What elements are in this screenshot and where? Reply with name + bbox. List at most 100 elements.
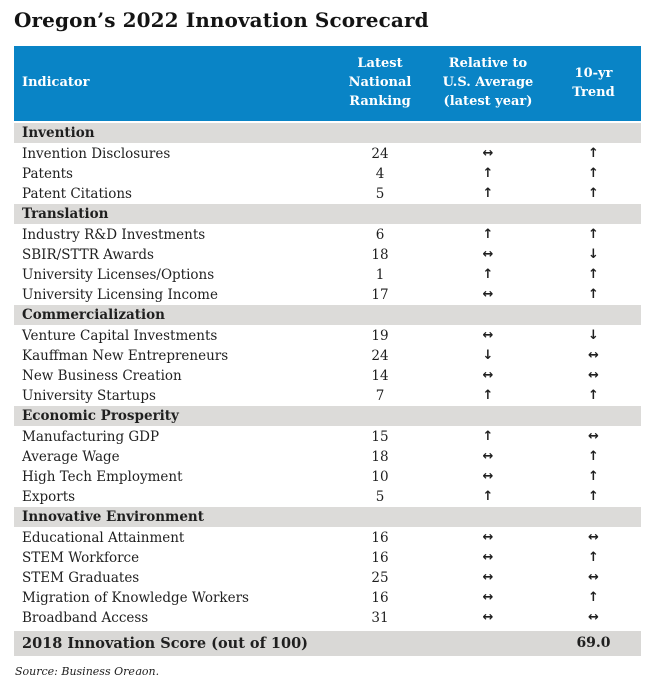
table-row: High Tech Employment 10 ↔ ↑ <box>14 467 641 487</box>
indicator-cell: University Startups <box>22 388 156 404</box>
ranking-cell: 19 <box>371 328 389 344</box>
column-header-trend: 10-yr Trend <box>572 65 615 100</box>
relative-arrow-cell: ↔ <box>482 449 494 464</box>
score-footer-label: 2018 Innovation Score (out of 100) <box>22 635 309 652</box>
ranking-cell: 15 <box>371 429 389 445</box>
table-row: Patents 4 ↑ ↑ <box>14 164 641 184</box>
relative-arrow-cell: ↔ <box>482 146 494 161</box>
relative-arrow-cell: ↔ <box>482 469 494 484</box>
indicator-cell: STEM Workforce <box>22 550 140 566</box>
table-row: Industry R&D Investments 6 ↑ ↑ <box>14 225 641 245</box>
ranking-cell: 24 <box>371 348 389 364</box>
indicator-cell: High Tech Employment <box>22 469 183 485</box>
trend-arrow-cell: ↑ <box>588 449 599 464</box>
relative-arrow-cell: ↔ <box>482 287 494 302</box>
relative-arrow-cell: ↑ <box>482 429 494 444</box>
relative-arrow-cell: ↑ <box>482 227 494 242</box>
source-note: Source: Business Oregon. <box>15 665 160 675</box>
table-row: Broadband Access 31 ↔ ↔ <box>14 608 641 628</box>
relative-arrow-cell: ↓ <box>482 348 494 363</box>
trend-arrow-cell: ↔ <box>588 610 599 625</box>
section-header: Economic Prosperity <box>14 406 641 426</box>
trend-arrow-cell: ↔ <box>588 348 599 363</box>
ranking-cell: 31 <box>371 610 389 626</box>
relative-arrow-cell: ↑ <box>482 388 494 403</box>
table-row: STEM Graduates 25 ↔ ↔ <box>14 568 641 588</box>
section-header: Innovative Environment <box>14 507 641 527</box>
column-header-relative: Relative to U.S. Average (latest year) <box>442 56 534 109</box>
indicator-cell: Manufacturing GDP <box>22 429 160 445</box>
indicator-cell: SBIR/STTR Awards <box>22 247 154 263</box>
indicator-cell: Broadband Access <box>22 610 149 626</box>
relative-arrow-cell: ↑ <box>482 489 494 504</box>
indicator-cell: Kauffman New Entrepreneurs <box>22 348 229 364</box>
ranking-cell: 5 <box>375 489 385 505</box>
ranking-cell: 16 <box>371 550 389 566</box>
table-row: Educational Attainment 16 ↔ ↔ <box>14 528 641 548</box>
trend-arrow-cell: ↔ <box>588 530 599 545</box>
table-row: Exports 5 ↑ ↑ <box>14 487 641 507</box>
table-body: Invention Invention Disclosures 24 ↔ ↑ Patent… <box>14 123 641 628</box>
ranking-cell: 25 <box>371 570 389 586</box>
relative-arrow-cell: ↔ <box>482 570 494 585</box>
indicator-cell: Venture Capital Investments <box>22 328 218 344</box>
table-row: Kauffman New Entrepreneurs 24 ↓ ↔ <box>14 346 641 366</box>
trend-arrow-cell: ↑ <box>588 550 599 565</box>
table-row: STEM Workforce 16 ↔ ↑ <box>14 548 641 568</box>
relative-arrow-cell: ↔ <box>482 610 494 625</box>
indicator-cell: New Business Creation <box>22 368 182 384</box>
trend-arrow-cell: ↑ <box>588 590 599 605</box>
indicator-cell: Migration of Knowledge Workers <box>22 590 249 606</box>
indicator-cell: Average Wage <box>22 449 120 465</box>
section-header: Commercialization <box>14 305 641 325</box>
indicator-cell: Educational Attainment <box>22 530 185 546</box>
ranking-cell: 14 <box>371 368 389 384</box>
trend-arrow-cell: ↑ <box>588 186 599 201</box>
indicator-cell: University Licensing Income <box>22 287 218 303</box>
relative-arrow-cell: ↔ <box>482 368 494 383</box>
trend-arrow-cell: ↑ <box>588 267 599 282</box>
trend-arrow-cell: ↑ <box>588 489 599 504</box>
relative-arrow-cell: ↔ <box>482 328 494 343</box>
section-header: Translation <box>14 204 641 224</box>
indicator-cell: Industry R&D Investments <box>22 227 206 243</box>
trend-arrow-cell: ↑ <box>588 146 599 161</box>
ranking-cell: 24 <box>371 146 389 162</box>
indicator-cell: Exports <box>22 489 76 505</box>
ranking-cell: 10 <box>371 469 389 485</box>
trend-arrow-cell: ↑ <box>588 469 599 484</box>
ranking-cell: 18 <box>371 247 389 263</box>
ranking-cell: 18 <box>371 449 389 465</box>
trend-arrow-cell: ↔ <box>588 429 599 444</box>
scorecard-table: Indicator Latest National Ranking Relati… <box>14 46 641 656</box>
indicator-cell: Invention Disclosures <box>22 146 171 162</box>
table-row: Invention Disclosures 24 ↔ ↑ <box>14 144 641 164</box>
ranking-cell: 16 <box>371 590 389 606</box>
ranking-cell: 16 <box>371 530 389 546</box>
column-header-indicator: Indicator <box>22 75 90 91</box>
ranking-cell: 6 <box>375 227 385 243</box>
relative-arrow-cell: ↑ <box>482 186 494 201</box>
page-title: Oregon’s 2022 Innovation Scorecard <box>14 8 429 32</box>
indicator-cell: Patents <box>22 166 73 182</box>
trend-arrow-cell: ↑ <box>588 166 599 181</box>
relative-arrow-cell: ↔ <box>482 590 494 605</box>
relative-arrow-cell: ↔ <box>482 530 494 545</box>
ranking-cell: 4 <box>375 166 385 182</box>
indicator-cell: Patent Citations <box>22 186 132 202</box>
score-footer-value: 69.0 <box>576 635 611 651</box>
trend-arrow-cell: ↔ <box>588 570 599 585</box>
table-row: New Business Creation 14 ↔ ↔ <box>14 366 641 386</box>
ranking-cell: 7 <box>375 388 385 404</box>
table-row: University Licensing Income 17 ↔ ↑ <box>14 285 641 305</box>
table-row: Patent Citations 5 ↑ ↑ <box>14 184 641 204</box>
trend-arrow-cell: ↑ <box>588 287 599 302</box>
table-header-row: Indicator Latest National Ranking Relati… <box>14 46 641 121</box>
score-footer-row: 2018 Innovation Score (out of 100) 69.0 <box>14 631 641 656</box>
ranking-cell: 17 <box>371 287 389 303</box>
section-header: Invention <box>14 123 641 143</box>
trend-arrow-cell: ↑ <box>588 227 599 242</box>
table-row: Venture Capital Investments 19 ↔ ↓ <box>14 326 641 346</box>
table-row: University Licenses/Options 1 ↑ ↑ <box>14 265 641 285</box>
